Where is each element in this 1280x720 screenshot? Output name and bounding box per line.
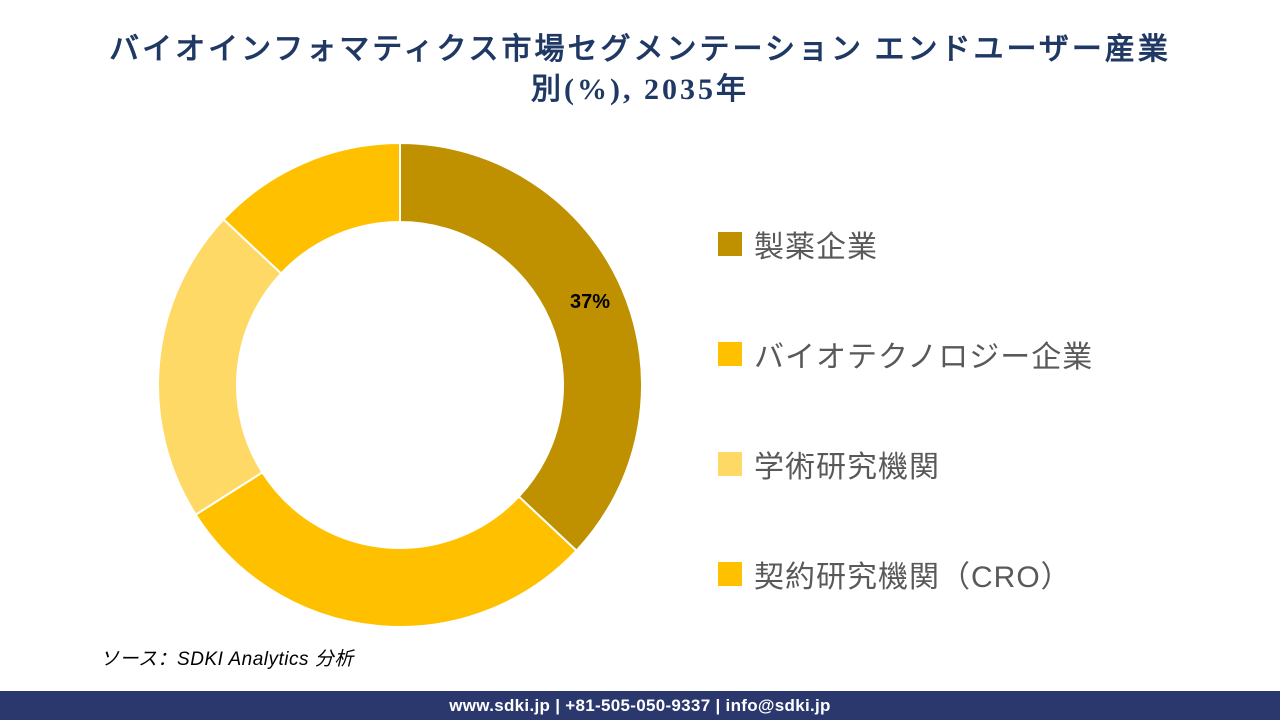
donut-segment-1 [399, 141, 643, 553]
legend-swatch-icon [718, 232, 742, 256]
source-note: ソース：SDKI Analytics 分析 [100, 649, 354, 670]
legend-item-3: 学術研究機関 [718, 442, 1093, 486]
legend-item-1: 製薬企業 [718, 222, 1093, 266]
legend-label: 学術研究機関 [754, 451, 940, 484]
donut-chart-svg: 37% [157, 141, 643, 628]
legend-swatch-icon [718, 452, 742, 476]
legend-item-2: バイオテクノロジー企業 [718, 332, 1093, 376]
chart-title-line-2: 別(%), 2035年 [531, 73, 749, 106]
legend-swatch-icon [718, 342, 742, 366]
legend-label: 契約研究機関（CRO） [754, 561, 1072, 594]
chart-title-line-1: バイオインフォマティクス市場セグメンテーション エンドユーザー産業 [109, 33, 1171, 66]
donut-segment-3 [157, 217, 283, 517]
donut-segment-data-label: 37% [570, 291, 610, 313]
legend-label: バイオテクノロジー企業 [754, 341, 1094, 374]
donut-segment-4 [222, 141, 401, 275]
legend-swatch-icon [718, 562, 742, 586]
footer-contact-text: www.sdki.jp | +81-505-050-9337 | info@sd… [449, 695, 831, 715]
legend-label: 製薬企業 [754, 231, 878, 264]
donut-segment-2 [194, 470, 578, 628]
legend-item-4: 契約研究機関（CRO） [718, 552, 1093, 596]
donut-chart: 37% [140, 125, 660, 645]
footer-bar: www.sdki.jp | +81-505-050-9337 | info@sd… [0, 691, 1280, 720]
chart-title: バイオインフォマティクス市場セグメンテーション エンドユーザー産業 別(%), … [0, 30, 1280, 110]
chart-legend: 製薬企業バイオテクノロジー企業 学術研究機関契約研究機関（CRO） [718, 222, 1093, 662]
